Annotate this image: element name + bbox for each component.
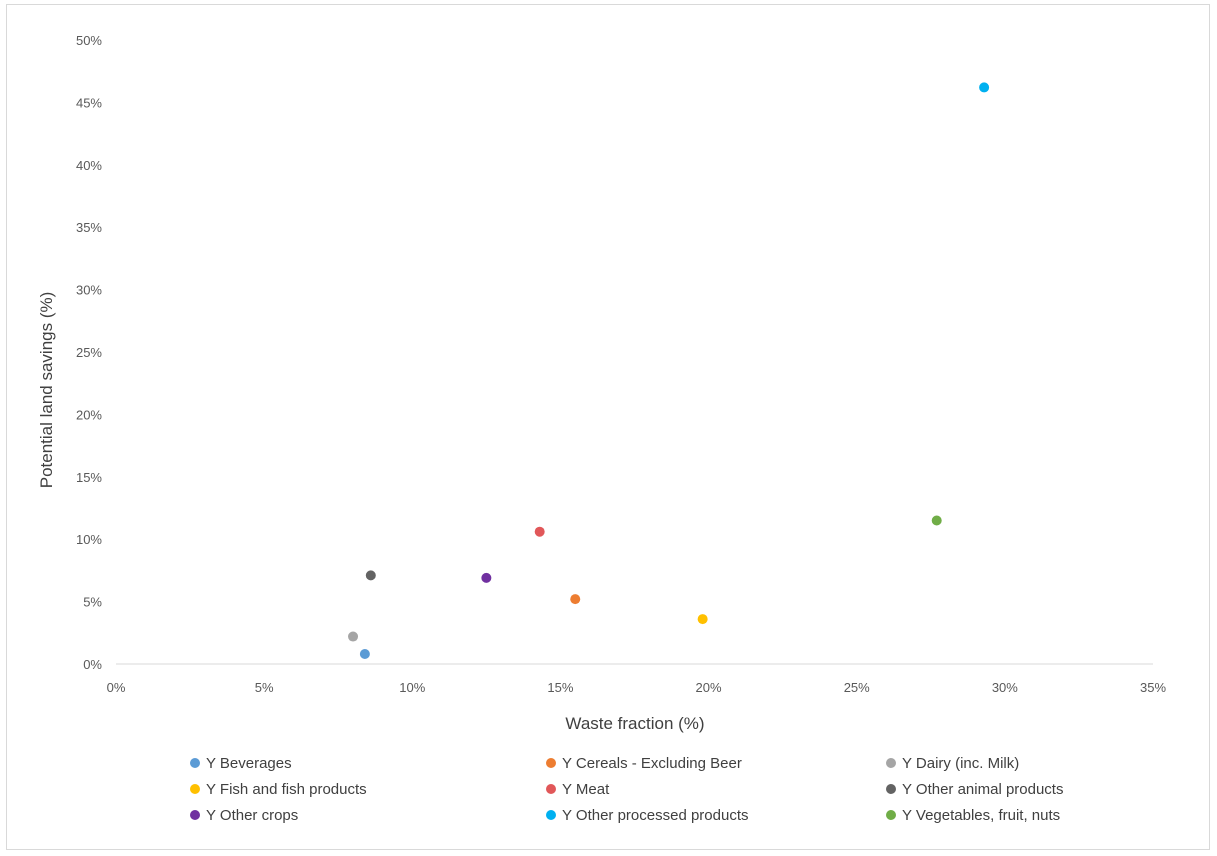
data-point: [481, 572, 492, 583]
chart-frame: [6, 4, 1210, 850]
y-tick-label: 20%: [76, 407, 102, 422]
x-tick-label: 5%: [255, 680, 274, 695]
y-tick-label: 40%: [76, 158, 102, 173]
x-tick-label: 25%: [844, 680, 870, 695]
legend-marker-icon: [190, 784, 200, 794]
data-point: [931, 515, 942, 526]
data-point: [365, 570, 376, 581]
y-tick-label: 50%: [76, 33, 102, 48]
y-axis-title: Potential land savings (%): [37, 292, 56, 489]
y-tick-label: 35%: [76, 220, 102, 235]
legend-marker-icon: [886, 758, 896, 768]
legend-item: Y Vegetables, fruit, nuts: [886, 807, 1126, 824]
y-tick-label: 25%: [76, 345, 102, 360]
y-tick-label: 45%: [76, 95, 102, 110]
x-axis-ticks: 0% 5% 10% 15% 20% 25% 30% 35%: [107, 680, 1167, 695]
x-axis-title: Waste fraction (%): [565, 714, 704, 733]
legend-label: Y Vegetables, fruit, nuts: [902, 806, 1061, 824]
legend-label: Y Other crops: [206, 806, 299, 824]
x-tick-label: 10%: [399, 680, 425, 695]
legend-label: Y Other animal products: [902, 780, 1064, 798]
legend-marker-icon: [886, 810, 896, 820]
y-tick-label: 5%: [83, 595, 102, 610]
x-tick-label: 0%: [107, 680, 126, 695]
legend-label: Y Meat: [562, 780, 610, 798]
data-point: [570, 594, 581, 605]
legend-marker-icon: [190, 810, 200, 820]
data-point: [348, 631, 359, 642]
legend-row: Y Fish and fish products Y Meat Y Other an…: [180, 776, 1140, 802]
y-tick-label: 10%: [76, 532, 102, 547]
legend-label: Y Cereals - Excluding Beer: [562, 754, 742, 772]
legend-item: Y Other processed products: [546, 807, 886, 824]
legend-label: Y Dairy (inc. Milk): [902, 754, 1020, 772]
legend-item: Y Beverages: [190, 755, 546, 772]
data-point: [979, 82, 990, 93]
legend-item: Y Dairy (inc. Milk): [886, 755, 1126, 772]
legend-label: Y Beverages: [206, 754, 292, 772]
legend-item: Y Fish and fish products: [190, 781, 546, 798]
legend-marker-icon: [886, 784, 896, 794]
data-point: [359, 649, 370, 660]
data-point: [697, 614, 708, 625]
legend-marker-icon: [546, 810, 556, 820]
y-tick-label: 0%: [83, 657, 102, 672]
legend-label: Y Other processed products: [562, 806, 749, 824]
x-tick-label: 20%: [696, 680, 722, 695]
legend-row: Y Beverages Y Cereals - Excluding Beer Y D…: [180, 750, 1140, 776]
y-tick-label: 30%: [76, 283, 102, 298]
legend-label: Y Fish and fish products: [206, 780, 367, 798]
legend-item: Y Other crops: [190, 807, 546, 824]
legend-item: Y Other animal products: [886, 781, 1126, 798]
y-axis-ticks: 0% 5% 10% 15% 20% 25% 30% 35% 40% 45% 50%: [76, 33, 102, 672]
x-tick-label: 15%: [547, 680, 573, 695]
legend-marker-icon: [546, 784, 556, 794]
x-tick-label: 35%: [1140, 680, 1166, 695]
legend-item: Y Meat: [546, 781, 886, 798]
legend-marker-icon: [546, 758, 556, 768]
legend-marker-icon: [190, 758, 200, 768]
x-tick-label: 30%: [992, 680, 1018, 695]
y-tick-label: 15%: [76, 470, 102, 485]
legend-row: Y Other crops Y Other processed products Y…: [180, 802, 1140, 828]
legend-item: Y Cereals - Excluding Beer: [546, 755, 886, 772]
data-point: [534, 526, 545, 537]
data-points: [348, 82, 990, 660]
chart-legend: Y Beverages Y Cereals - Excluding Beer Y D…: [180, 750, 1140, 828]
